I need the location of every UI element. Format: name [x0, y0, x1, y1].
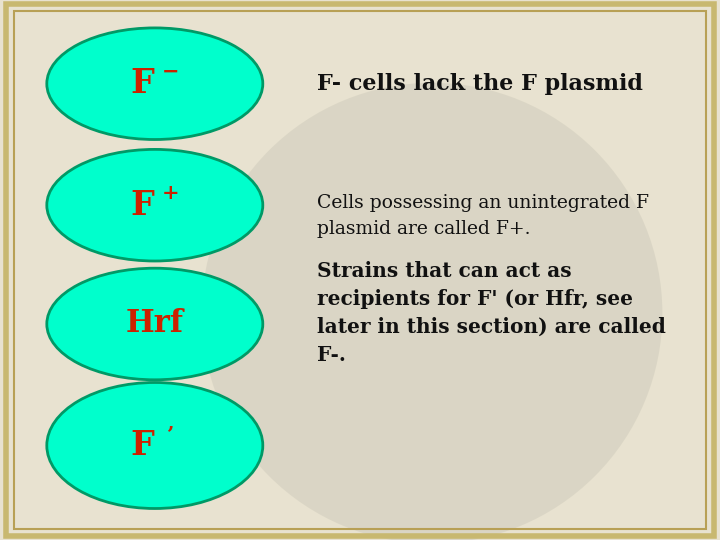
Text: ’: ’ — [167, 423, 174, 444]
Ellipse shape — [47, 28, 263, 139]
Text: F: F — [130, 429, 154, 462]
Text: F- cells lack the F plasmid: F- cells lack the F plasmid — [317, 73, 643, 94]
Text: Hrf: Hrf — [126, 308, 184, 340]
Text: F: F — [130, 67, 154, 100]
Text: +: + — [162, 183, 179, 204]
Ellipse shape — [47, 382, 263, 509]
Ellipse shape — [47, 268, 263, 380]
Text: Strains that can act as
recipients for F' (or Hfr, see
later in this section) ar: Strains that can act as recipients for F… — [317, 261, 666, 365]
Text: −: − — [162, 62, 179, 82]
Text: Cells possessing an unintegrated F
plasmid are called F+.: Cells possessing an unintegrated F plasm… — [317, 194, 649, 238]
Text: F: F — [130, 188, 154, 222]
Ellipse shape — [202, 83, 662, 540]
Ellipse shape — [47, 150, 263, 261]
